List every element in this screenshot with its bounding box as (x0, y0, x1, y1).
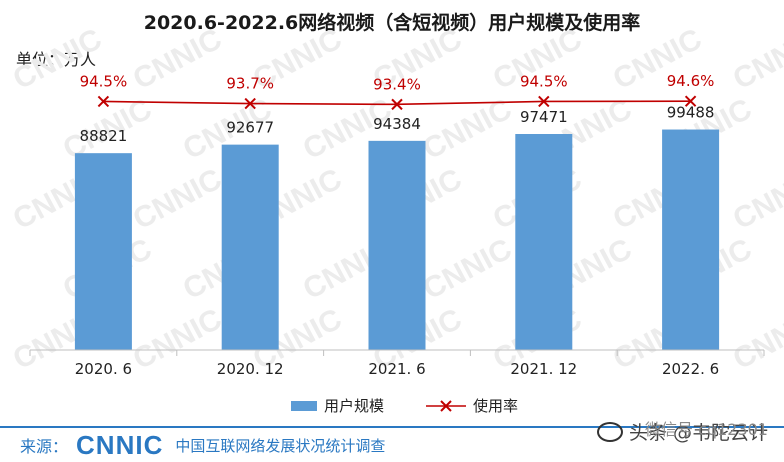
bar-series (74, 129, 720, 350)
cnnic-logo: CNNIC (76, 430, 164, 460)
watermark-text: 头条 @韦陀云计 (628, 422, 768, 444)
watermark-mark: CNNIC (128, 22, 227, 96)
watermark-mark: CNNIC (128, 302, 227, 376)
bar-value-label: 92677 (226, 119, 274, 137)
wechat-icon (596, 421, 623, 442)
legend: 用户规模 使用率 (291, 397, 518, 415)
legend-bar-swatch (291, 401, 317, 411)
rate-marker (538, 95, 550, 108)
bar (662, 129, 720, 350)
bar (368, 140, 426, 350)
rate-marker (97, 95, 110, 108)
source-label: 来源： (20, 437, 69, 456)
x-axis (29, 349, 765, 356)
watermark-mark: CNNIC (778, 232, 784, 306)
x-tick-labels: 2020. 6 2020. 12 2021. 6 2021. 12 2022. 6 (75, 360, 719, 378)
watermark-mark: CNNIC (418, 232, 517, 306)
x-tick-label: 2020. 6 (75, 360, 132, 378)
rate-line-series (97, 95, 697, 111)
bar (74, 153, 132, 350)
watermark-mark: CNNIC (728, 302, 784, 376)
bar-value-label: 88821 (80, 127, 128, 145)
watermark-mark: CNNIC (778, 92, 784, 166)
legend-line-label: 使用率 (473, 397, 518, 415)
bar-labels: 88821 92677 94384 97471 99488 (80, 104, 715, 146)
rate-value-label: 93.4% (373, 75, 421, 93)
rate-value-label: 94.5% (80, 72, 128, 90)
x-tick-label: 2022. 6 (662, 360, 719, 378)
rate-labels: 94.5% 93.7% 93.4% 94.5% 94.6% (80, 72, 715, 93)
rate-value-label: 94.6% (667, 72, 715, 90)
rate-marker (244, 97, 256, 110)
chart-title: 2020.6-2022.6网络视频（含短视频）用户规模及使用率 (143, 12, 641, 34)
bar-value-label: 97471 (520, 108, 568, 126)
x-tick-label: 2021. 12 (510, 360, 577, 378)
legend-line-marker (440, 400, 452, 412)
rate-value-label: 93.7% (226, 75, 274, 93)
bar (221, 144, 279, 350)
footer-divider (0, 426, 784, 428)
x-tick-label: 2020. 12 (217, 360, 284, 378)
bar-value-label: 94384 (373, 115, 421, 133)
bar (515, 134, 573, 350)
legend-bar-label: 用户规模 (324, 397, 384, 415)
source-org: 中国互联网络发展状况统计调查 (175, 436, 386, 455)
rate-value-label: 94.5% (520, 72, 568, 90)
source-note: 来源： CNNIC 中国互联网络发展状况统计调查 (20, 432, 385, 458)
watermark-partial: 微信号 cq12301 (645, 420, 768, 439)
x-tick-label: 2021. 6 (368, 360, 425, 378)
watermark-mark: CNNIC (728, 162, 784, 236)
bar-value-label: 99488 (667, 104, 715, 122)
unit-label: 单位：万人 (16, 50, 97, 69)
corner-watermark: 微信号 cq12301 头条 @韦陀云计 (596, 418, 768, 445)
rate-marker (684, 95, 697, 107)
watermark-mark: CNNIC (128, 162, 227, 236)
watermark-mark: CNNIC (728, 22, 784, 96)
rate-marker (391, 98, 403, 111)
